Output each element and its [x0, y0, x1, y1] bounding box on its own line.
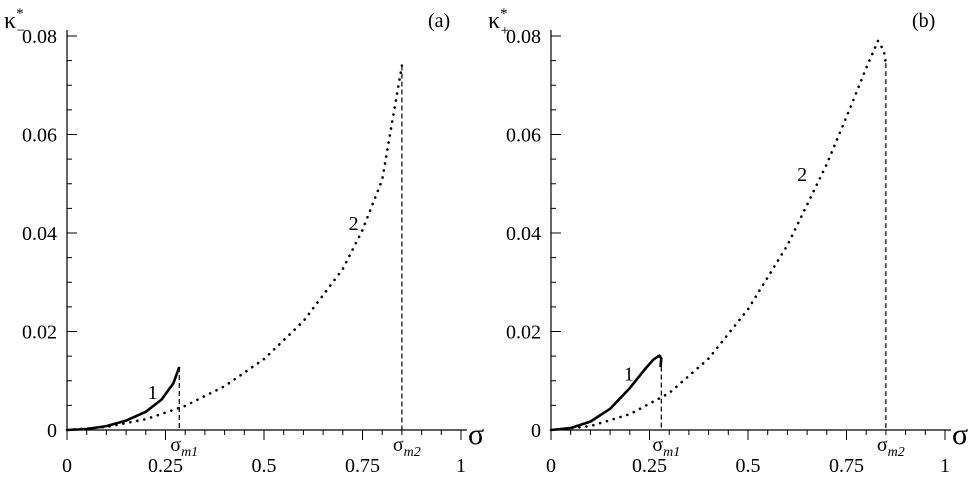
- x-tick-label-a: 0.75: [345, 455, 380, 477]
- chart-panel-b: (b) κ* + σ 0 0.02 0.04 0.06 0.08 0 0.25 0.5 0.75 1…: [488, 6, 968, 477]
- chart-panel-a: (a) κ* − σ 0 0.02 0.04 0.06 0.08 0 0.25 0.5 0.75 1…: [4, 6, 484, 477]
- x-tick-label-a: 0.5: [252, 455, 277, 477]
- y-axis-label-b: κ* +: [488, 6, 509, 39]
- x-tick-label-b: 1: [940, 455, 950, 477]
- marker-label-m1-b: σm1: [652, 434, 680, 460]
- axes-b: 0 0.02 0.04 0.06 0.08 0 0.25 0.5 0.75 1: [506, 26, 951, 477]
- y-tick-label-a: 0.04: [22, 223, 57, 245]
- y-tick-label-b: 0.06: [506, 125, 541, 147]
- series-line-1-a: [66, 366, 181, 432]
- y-tick-label-a: 0: [47, 420, 57, 442]
- marker-label-m2-b: σm2: [877, 434, 905, 460]
- series-line-2-b: [549, 38, 888, 432]
- plot-area-a: σm1 σm2 1 2: [65, 64, 421, 460]
- panel-label-a: (a): [428, 10, 450, 32]
- x-tick-label-b: 0.75: [829, 455, 864, 477]
- curve-label-1-b: 1: [624, 363, 634, 385]
- series-line-1-b: [550, 354, 663, 432]
- x-axis-label-a: σ: [468, 418, 484, 451]
- curve-label-1-a: 1: [148, 382, 158, 404]
- panel-label-b: (b): [912, 10, 935, 32]
- curve-label-2-a: 2: [349, 213, 359, 235]
- series-line-2-a: [65, 64, 404, 432]
- y-tick-label-b: 0.08: [506, 26, 541, 48]
- marker-label-m2-a: σm2: [393, 434, 421, 460]
- y-tick-label-b: 0.02: [506, 322, 541, 344]
- x-tick-label-a: 0.25: [148, 455, 183, 477]
- curve-label-2-b: 2: [797, 164, 807, 186]
- y-tick-label-a: 0.02: [22, 322, 57, 344]
- y-axis-label-a: κ* −: [4, 6, 25, 39]
- y-tick-label-b: 0: [531, 420, 541, 442]
- x-tick-label-b: 0: [546, 455, 556, 477]
- y-tick-label-b: 0.04: [506, 223, 541, 245]
- x-tick-label-a: 1: [456, 455, 466, 477]
- x-tick-label-b: 0.5: [736, 455, 761, 477]
- plot-area-b: σm1 σm2 1 2: [549, 38, 905, 460]
- x-axis-label-b: σ: [952, 418, 968, 451]
- axes-a: 0 0.02 0.04 0.06 0.08 0 0.25 0.5 0.75 1: [22, 26, 467, 477]
- x-tick-label-b: 0.25: [632, 455, 667, 477]
- marker-label-m1-a: σm1: [170, 434, 198, 460]
- x-tick-label-a: 0: [62, 455, 72, 477]
- y-tick-label-a: 0.08: [22, 26, 57, 48]
- y-tick-label-a: 0.06: [22, 125, 57, 147]
